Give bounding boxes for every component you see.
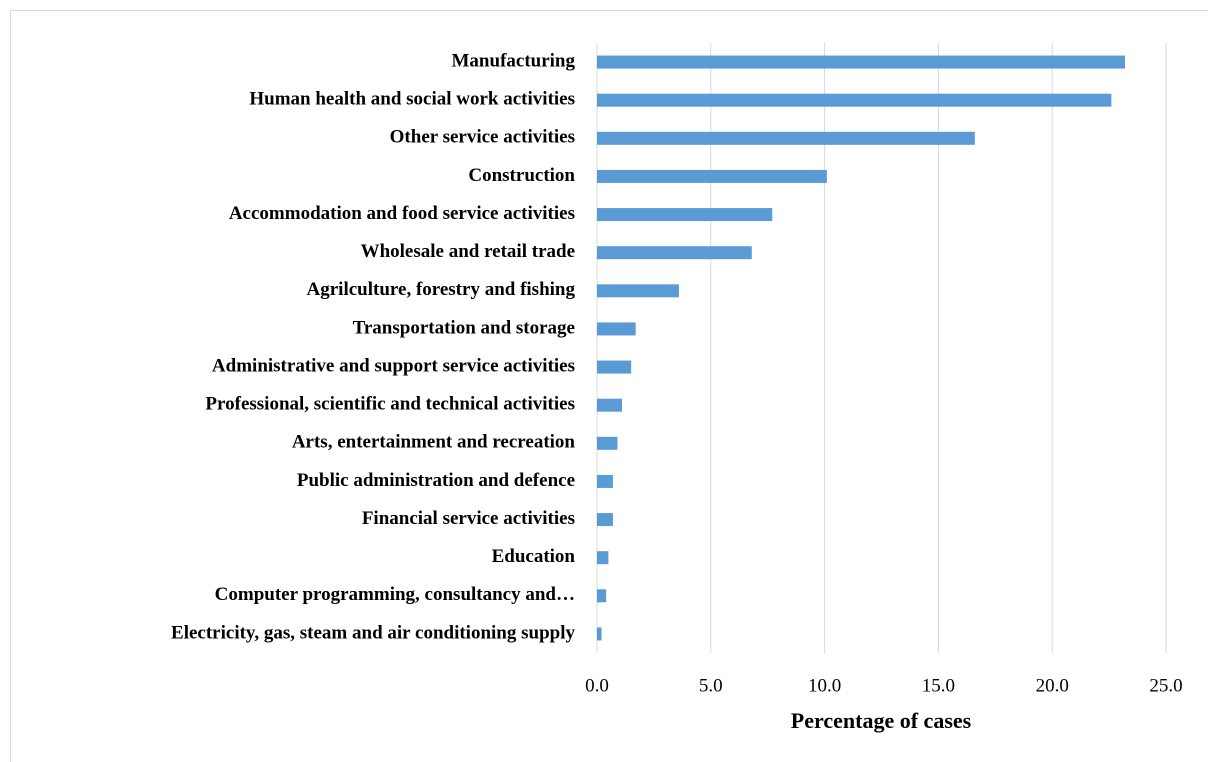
bar	[597, 55, 1126, 69]
x-tick-label: 25.0	[1149, 675, 1182, 696]
y-tick-label: Wholesale and retail trade	[361, 241, 575, 262]
bar	[597, 627, 602, 641]
y-tick-label: Agrilculture, forestry and fishing	[307, 279, 576, 300]
y-tick-label: Transportation and storage	[353, 317, 575, 338]
bar	[597, 169, 827, 183]
bar	[597, 208, 773, 222]
bar	[597, 398, 623, 412]
bar	[597, 474, 613, 488]
bar	[597, 93, 1112, 107]
x-tick-label: 0.0	[585, 675, 609, 696]
bar	[597, 513, 613, 527]
y-tick-label: Computer programming, consultancy and…	[215, 584, 575, 605]
y-tick-label: Construction	[468, 165, 575, 186]
y-tick-label: Professional, scientific and technical a…	[205, 394, 575, 415]
y-tick-label: Manufacturing	[452, 50, 576, 71]
x-tick-label: 15.0	[922, 675, 955, 696]
x-tick-label: 5.0	[699, 675, 723, 696]
bar	[597, 322, 636, 336]
y-tick-label: Accommodation and food service activitie…	[229, 203, 575, 224]
y-tick-label: Administrative and support service activ…	[212, 355, 575, 376]
bar	[597, 436, 618, 450]
x-tick-label: 10.0	[808, 675, 841, 696]
y-tick-label: Human health and social work activities	[249, 89, 575, 110]
bar	[597, 589, 607, 603]
x-tick-label: 20.0	[1036, 675, 1069, 696]
bar	[597, 246, 752, 260]
bar	[597, 360, 632, 374]
y-tick-label: Education	[492, 546, 576, 567]
bar	[597, 131, 975, 145]
y-tick-label: Electricity, gas, steam and air conditio…	[171, 622, 575, 643]
y-tick-label: Financial service activities	[362, 508, 575, 529]
bar	[597, 284, 679, 298]
bar	[597, 551, 609, 565]
x-axis-title: Percentage of cases	[791, 708, 972, 733]
y-tick-label: Arts, entertainment and recreation	[292, 432, 576, 453]
y-tick-label: Other service activities	[390, 127, 575, 148]
chart-border	[10, 10, 1208, 762]
y-tick-label: Public administration and defence	[297, 470, 575, 491]
